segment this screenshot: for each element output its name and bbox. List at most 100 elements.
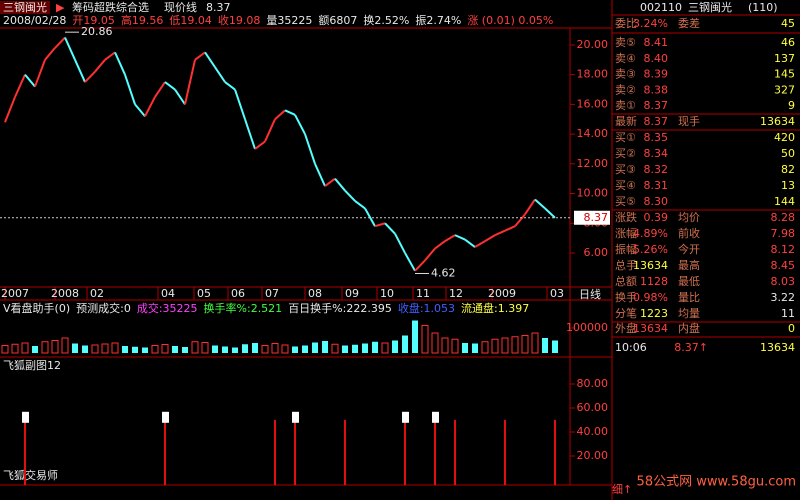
volume-bar — [281, 344, 289, 354]
row-value2: 8.28 — [771, 211, 796, 224]
arrow: ▶ — [56, 1, 65, 14]
row-value: 8.32 — [644, 163, 669, 176]
price-segment — [304, 133, 316, 165]
volume-bar — [252, 343, 258, 353]
period: 日线 — [579, 287, 601, 301]
price-segment — [4, 96, 16, 123]
volume-bar — [331, 343, 339, 354]
row-value2: 7.98 — [771, 227, 796, 240]
price-segment — [174, 88, 186, 105]
row-value2: 145 — [774, 68, 795, 81]
date-label: 02 — [90, 287, 104, 300]
volume-bar — [201, 342, 209, 354]
volume-bar — [151, 345, 159, 354]
annotation: 20.86 — [81, 25, 113, 38]
date-label: 2009 — [488, 287, 516, 300]
volume-bar — [431, 332, 439, 354]
price-segment — [224, 81, 236, 91]
date-label: 2008 — [51, 287, 79, 300]
price-segment — [384, 222, 396, 235]
volume-header: 成交:35225 — [137, 301, 198, 315]
price-segment — [124, 74, 136, 105]
y-tick-label: 14.00 — [577, 127, 609, 140]
volume-bar — [352, 344, 358, 353]
date-label: 03 — [550, 287, 564, 300]
row-value2: 0 — [788, 322, 795, 335]
price-segment — [134, 103, 146, 117]
row-value2: 8.45 — [771, 259, 796, 272]
quote-item: 额6807 — [318, 14, 357, 27]
volume-bar — [161, 344, 169, 354]
name: 三钢闽光 — [688, 0, 732, 14]
row-value: 13634 — [633, 322, 668, 335]
row-label: 总手 — [615, 258, 637, 272]
price-segment — [74, 59, 86, 83]
row-label: 卖④ — [615, 52, 636, 65]
volume-bar — [292, 346, 298, 353]
y-tick-label: 20.00 — [577, 449, 609, 462]
price-segment — [194, 51, 206, 61]
quote-item: 高19.56 — [121, 13, 164, 27]
row-value2: 8.12 — [771, 243, 796, 256]
volume-bar — [182, 347, 188, 353]
row-label: 卖② — [615, 83, 636, 96]
price-segment — [164, 81, 176, 91]
row-value2: 50 — [781, 147, 795, 160]
row-label: 买⑤ — [615, 195, 636, 208]
y-tick-label: 6.00 — [584, 246, 609, 259]
row-value: 8.34 — [644, 147, 669, 160]
volume-bar — [362, 343, 368, 353]
volume-bar — [542, 338, 548, 353]
row-value2: 9 — [788, 99, 795, 112]
row-value: 8.31 — [644, 179, 669, 192]
y-tick-label: 80.00 — [577, 377, 609, 390]
volume-bar — [261, 345, 269, 354]
row-value: 8.35 — [644, 131, 669, 144]
y-tick-label: 20.00 — [577, 38, 609, 51]
row-value2: 45 — [781, 17, 795, 30]
signal-block — [402, 411, 409, 423]
row-label: 外盘 — [615, 321, 637, 335]
volume-bar — [402, 335, 408, 353]
row-value: 4.89% — [633, 227, 668, 240]
price-segment — [374, 222, 386, 228]
price-segment — [244, 118, 256, 150]
price-segment — [404, 252, 416, 272]
volume-bar — [142, 347, 148, 353]
row-value2: 46 — [781, 36, 795, 49]
row-value: 3.24% — [633, 17, 668, 30]
row-label2: 今开 — [678, 242, 700, 256]
row-value2: 82 — [781, 163, 795, 176]
indicator-title: 飞狐副图12 — [3, 358, 61, 372]
row-label2: 现手 — [678, 114, 700, 128]
price-segment — [64, 37, 76, 61]
row-label: 卖③ — [615, 68, 636, 81]
date-label: 08 — [308, 287, 322, 300]
price-segment — [534, 198, 546, 210]
volume-header: 换手率%:2.521 — [204, 301, 283, 315]
volume-header: 预测成交:0 — [76, 301, 131, 315]
volume-bar — [242, 344, 248, 353]
volume-bar — [1, 345, 9, 354]
price-segment — [484, 234, 496, 242]
date-label: 09 — [345, 287, 359, 300]
row-label: 买④ — [615, 179, 636, 192]
price-segment — [264, 118, 276, 142]
row-value: 8.30 — [644, 195, 669, 208]
volume-bar — [531, 332, 539, 354]
row-value: 8.40 — [644, 52, 669, 65]
indicator-footer: 飞狐交易师 — [3, 468, 58, 482]
row-label: 涨跌 — [615, 210, 637, 224]
row-label: 换手 — [615, 290, 637, 304]
price-segment — [94, 59, 106, 73]
price-segment — [524, 198, 536, 215]
price-segment — [24, 74, 36, 88]
price-segment — [154, 81, 166, 98]
volume-bar — [472, 343, 478, 353]
row-value: 13634 — [633, 259, 668, 272]
date-label: 04 — [161, 287, 175, 300]
quote-item: 振2.74% — [415, 13, 461, 27]
volume-bar — [412, 320, 418, 353]
row-value2: 8.03 — [771, 275, 796, 288]
price-segment — [44, 47, 56, 61]
